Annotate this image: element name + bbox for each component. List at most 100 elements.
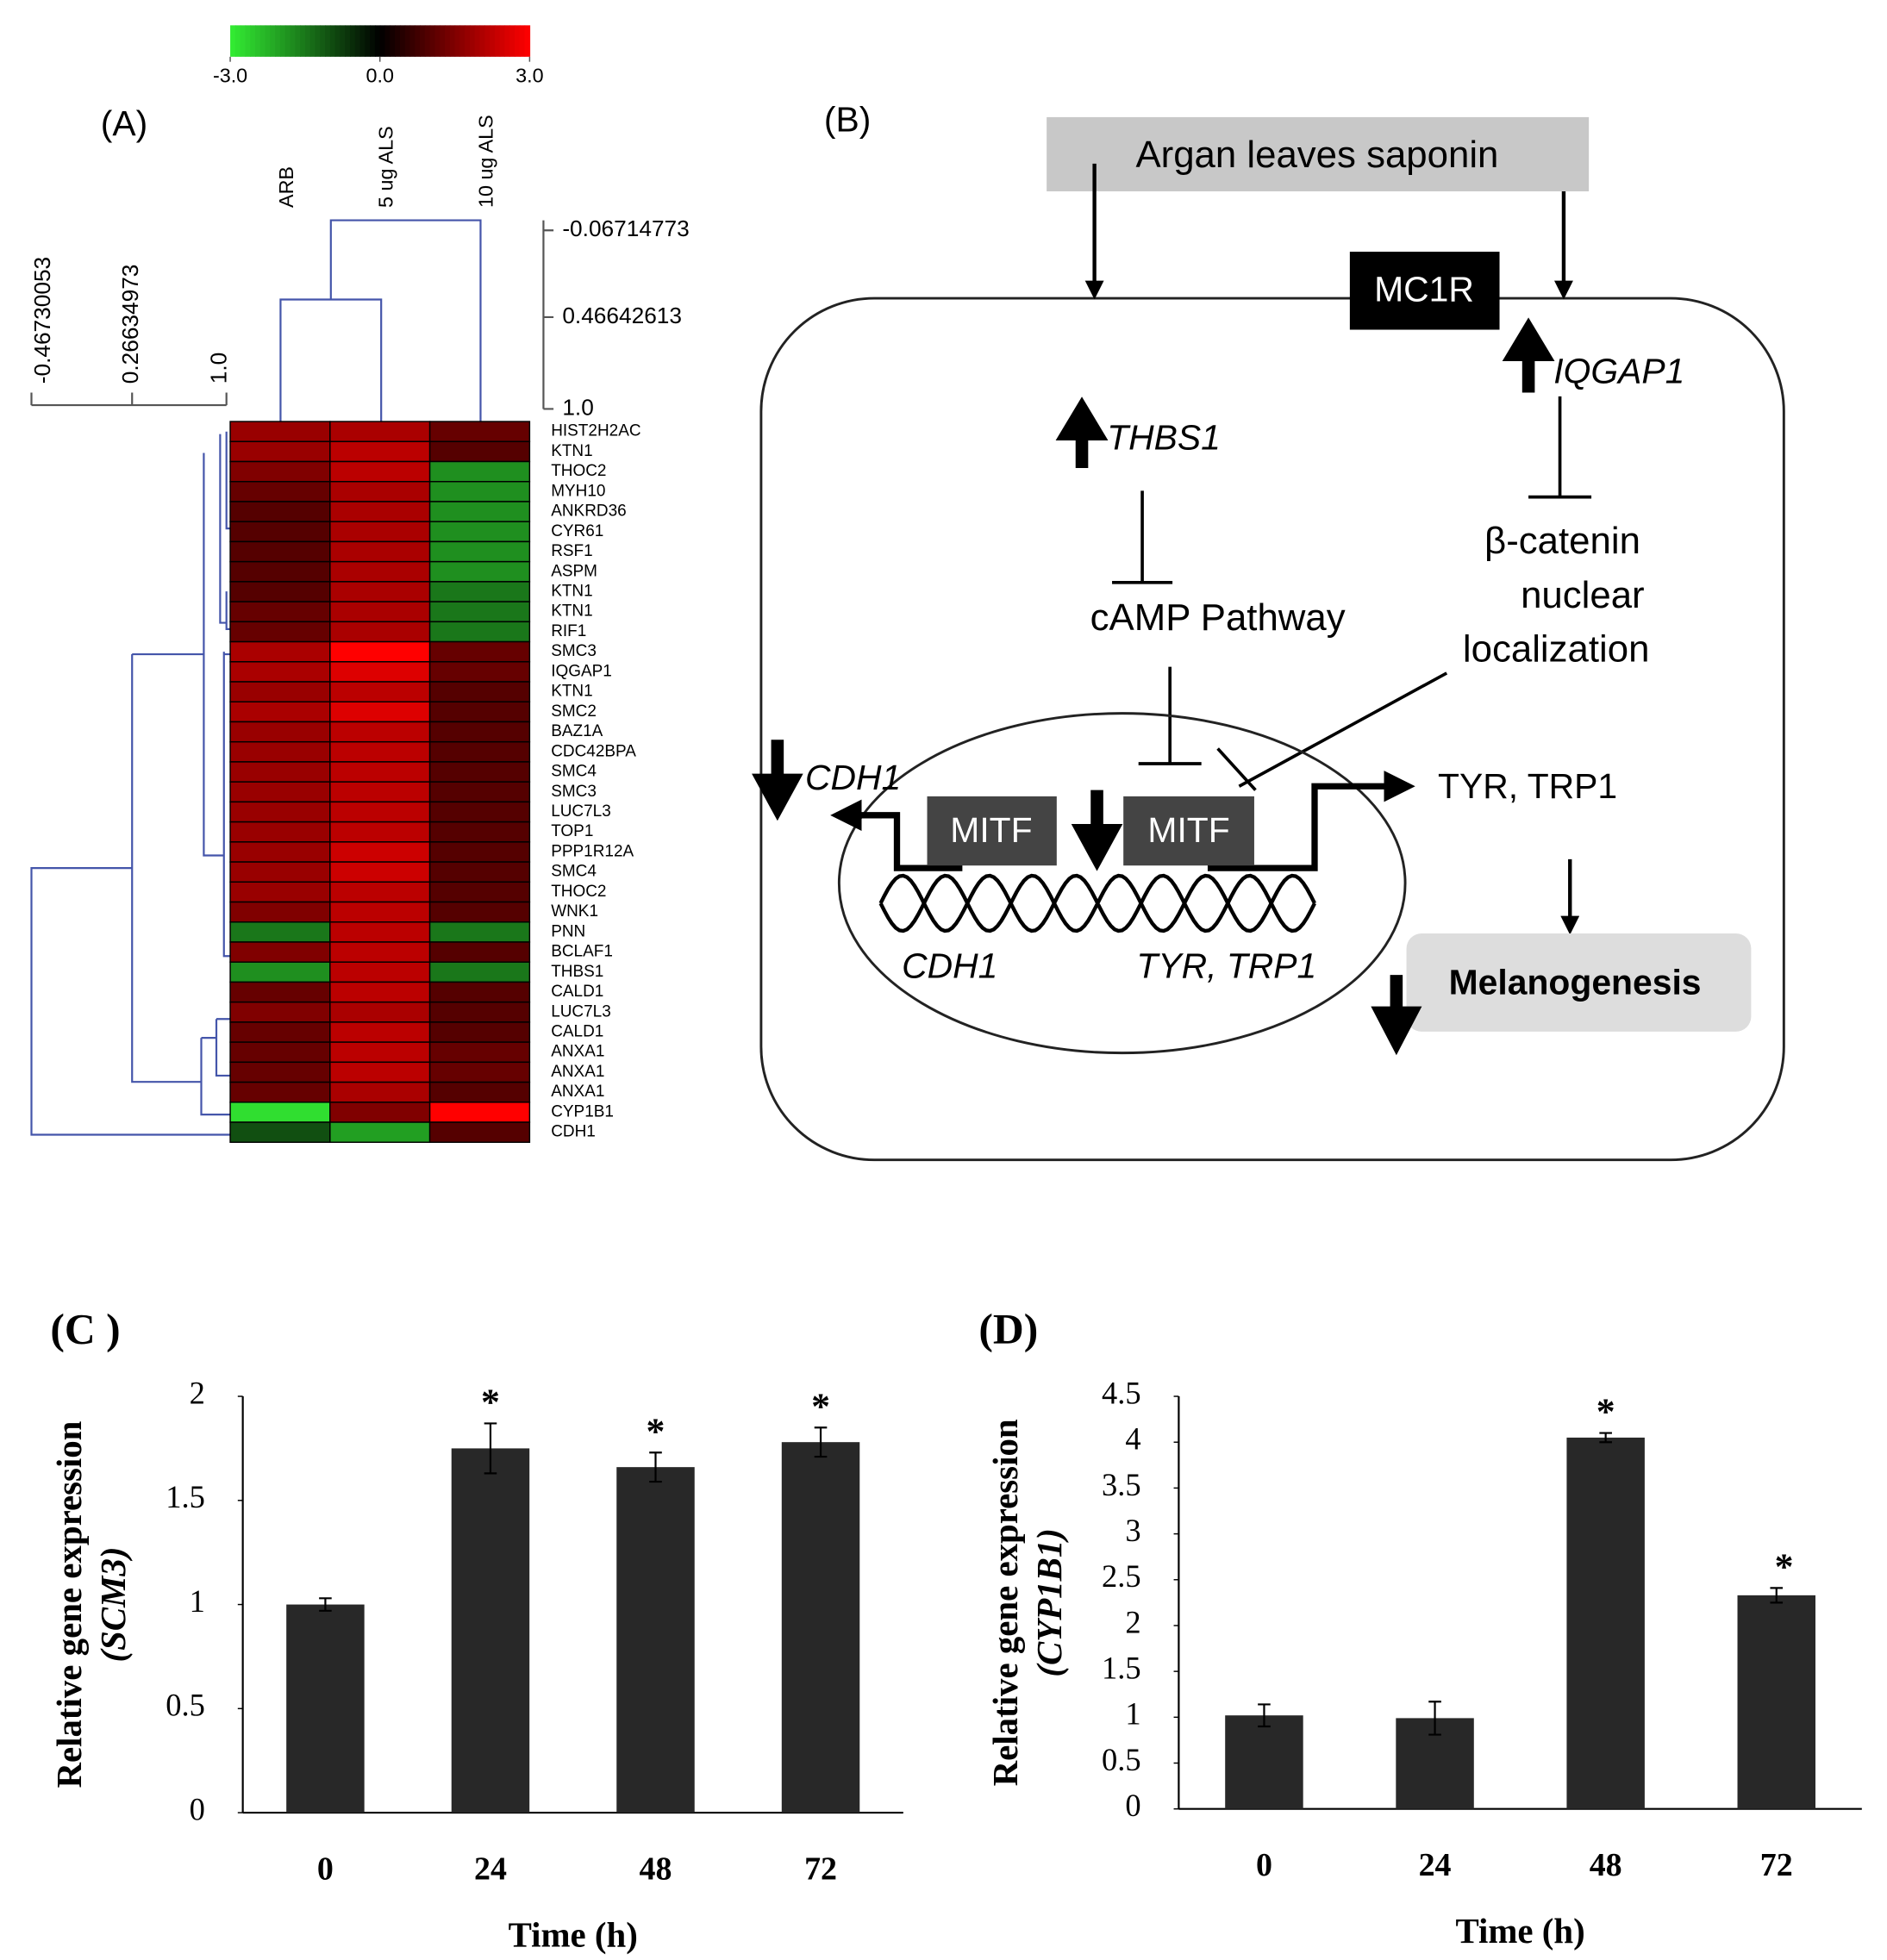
error-bar xyxy=(484,1422,497,1475)
color-scale-bar xyxy=(424,25,431,57)
heatmap-cell xyxy=(428,540,531,563)
gene-label: CDH1 xyxy=(902,946,997,986)
color-scale-bar xyxy=(499,25,506,57)
nucleus xyxy=(837,712,1407,1055)
y-axis-label: Relative gene expression xyxy=(986,1419,1025,1786)
inhibit xyxy=(1216,671,1448,791)
color-scale-bar xyxy=(304,25,311,57)
row-label: ANXA1 xyxy=(551,1083,604,1101)
chart-title: (C ) xyxy=(50,1305,120,1352)
heatmap-cell xyxy=(329,540,431,563)
heatmap-cell xyxy=(329,941,431,963)
color-scale-bar xyxy=(259,25,266,57)
significance-mark: * xyxy=(1596,1391,1615,1433)
heatmap-cell xyxy=(229,560,331,583)
heatmap-cell xyxy=(428,861,531,883)
heatmap-cell xyxy=(329,1102,431,1123)
color-scale-label: 0.0 xyxy=(366,64,393,86)
heatmap-cell xyxy=(229,640,331,663)
heatmap-cell xyxy=(329,921,431,943)
heatmap-cell xyxy=(428,1102,531,1123)
heatmap-cell xyxy=(329,961,431,983)
row-label: RSF1 xyxy=(551,542,593,560)
color-scale-bar xyxy=(240,25,247,57)
heatmap-cell xyxy=(428,841,531,863)
color-scale-bar xyxy=(504,25,510,57)
x-axis-label: Time (h) xyxy=(509,1915,638,1954)
error-bar xyxy=(1428,1701,1441,1736)
down-arrow xyxy=(1071,790,1123,871)
color-scale-bar xyxy=(255,25,261,57)
process-label: β-catenin xyxy=(1484,520,1640,562)
panel-label: (A) xyxy=(101,103,147,143)
mitf-label: MITF xyxy=(950,810,1032,850)
heatmap-cell xyxy=(329,861,431,883)
color-scale-bar xyxy=(474,25,481,57)
heatmap-cell xyxy=(229,801,331,823)
transcription-arrow xyxy=(1207,771,1415,871)
heatmap-cell xyxy=(329,440,431,463)
error-bar xyxy=(1599,1432,1612,1444)
color-scale-bar xyxy=(494,25,501,57)
heatmap-cell xyxy=(428,681,531,702)
error-bar xyxy=(319,1597,332,1612)
x-tick-label: 0 xyxy=(317,1851,334,1887)
color-scale-bar xyxy=(265,25,272,57)
row-label: SMC4 xyxy=(551,863,597,881)
inhibit xyxy=(1528,396,1592,499)
heatmap-cell xyxy=(229,661,331,683)
heatmap-cell xyxy=(229,941,331,963)
receptor-label: MC1R xyxy=(1374,270,1474,309)
x-axis-label: Time (h) xyxy=(1456,1912,1585,1951)
y-axis-label: (SCM3) xyxy=(94,1547,133,1663)
heatmap-cell xyxy=(229,1121,331,1143)
row-label: TOP1 xyxy=(551,822,593,840)
heatmap-cell xyxy=(329,821,431,843)
heatmap-cell xyxy=(428,1041,531,1064)
heatmap-cell xyxy=(329,460,431,483)
heatmap-cell xyxy=(229,901,331,923)
y-tick-label: 3 xyxy=(1125,1513,1140,1548)
row-label: SMC4 xyxy=(551,763,597,781)
heatmap-cell xyxy=(428,560,531,583)
heatmap-cell xyxy=(329,761,431,783)
heatmap-cell xyxy=(428,1061,531,1083)
row-label: CYP1B1 xyxy=(551,1102,614,1120)
row-label: ANKRD36 xyxy=(551,502,627,521)
color-scale-bar xyxy=(370,25,376,57)
color-scale-label: 3.0 xyxy=(515,64,543,86)
y-tick-label: 1.5 xyxy=(166,1479,205,1514)
color-scale-bar xyxy=(374,25,381,57)
color-scale-bar xyxy=(230,25,236,57)
heatmap-cell xyxy=(229,821,331,843)
y-tick-label: 0.5 xyxy=(166,1688,205,1723)
color-scale-bar xyxy=(484,25,490,57)
y-tick-label: 1 xyxy=(1125,1696,1140,1732)
heatmap-cell xyxy=(329,881,431,903)
y-tick-label: 4 xyxy=(1125,1421,1140,1457)
heatmap-cell xyxy=(329,481,431,502)
heatmap-cell xyxy=(428,921,531,943)
significance-mark: * xyxy=(1775,1546,1794,1588)
color-scale-bar xyxy=(354,25,361,57)
heatmap-cell xyxy=(428,440,531,463)
y-axis-label: (CYP1B1) xyxy=(1030,1528,1069,1677)
error-bar xyxy=(814,1426,828,1458)
mitf-box xyxy=(927,796,1057,866)
source-label: Argan leaves saponin xyxy=(1135,134,1498,176)
significance-mark: * xyxy=(481,1382,500,1423)
gene-label: IQGAP1 xyxy=(1553,351,1684,390)
tree-scale-label: 0.46642613 xyxy=(562,303,682,328)
color-scale-bar xyxy=(444,25,451,57)
color-scale-bar xyxy=(469,25,476,57)
color-scale-bar xyxy=(415,25,421,57)
heatmap-cell xyxy=(428,761,531,783)
color-scale-bar xyxy=(465,25,471,57)
heatmap-cell xyxy=(329,781,431,803)
heatmap-cell xyxy=(329,801,431,823)
heatmap-cell xyxy=(229,1021,331,1043)
color-scale-bar xyxy=(399,25,406,57)
row-label: IQGAP1 xyxy=(551,662,612,680)
x-tick-label: 48 xyxy=(640,1851,672,1887)
heatmap-cell xyxy=(229,581,331,602)
